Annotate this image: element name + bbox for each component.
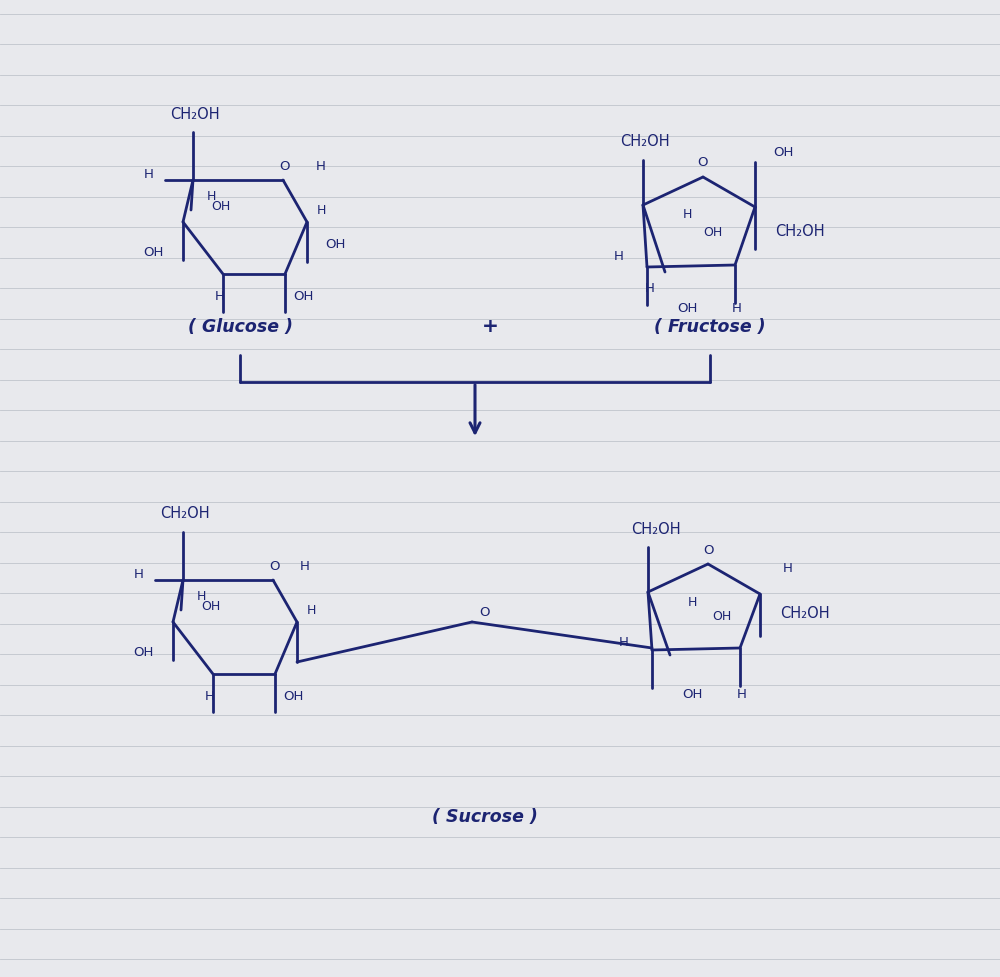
Text: OH: OH xyxy=(682,688,702,701)
Text: ( Glucose ): ( Glucose ) xyxy=(188,318,292,336)
Text: H: H xyxy=(316,159,326,173)
Text: H: H xyxy=(196,590,206,604)
Text: OH: OH xyxy=(703,226,723,238)
Text: H: H xyxy=(144,167,154,181)
Text: OH: OH xyxy=(293,289,313,303)
Text: O: O xyxy=(703,543,713,557)
Text: CH₂OH: CH₂OH xyxy=(620,135,670,149)
Text: OH: OH xyxy=(133,646,153,658)
Text: H: H xyxy=(206,191,216,203)
Text: CH₂OH: CH₂OH xyxy=(160,506,210,522)
Text: H: H xyxy=(134,568,144,580)
Text: H: H xyxy=(619,635,629,649)
Text: CH₂OH: CH₂OH xyxy=(775,225,825,239)
Text: H: H xyxy=(300,560,310,573)
Text: H: H xyxy=(614,250,624,264)
Text: H: H xyxy=(205,690,215,702)
Text: O: O xyxy=(698,156,708,169)
Text: OH: OH xyxy=(201,601,221,614)
Text: H: H xyxy=(687,596,697,609)
Text: H: H xyxy=(732,303,742,316)
Text: H: H xyxy=(783,563,793,575)
Text: H: H xyxy=(645,282,655,295)
Text: OH: OH xyxy=(677,303,697,316)
Text: CH₂OH: CH₂OH xyxy=(780,607,830,621)
Text: H: H xyxy=(682,208,692,222)
Text: OH: OH xyxy=(325,237,345,250)
Text: O: O xyxy=(479,606,489,618)
Text: OH: OH xyxy=(773,146,793,158)
Text: O: O xyxy=(270,560,280,573)
Text: ( Sucrose ): ( Sucrose ) xyxy=(432,808,538,826)
Text: O: O xyxy=(280,159,290,173)
Text: +: + xyxy=(482,318,498,336)
Text: OH: OH xyxy=(211,200,231,214)
Text: OH: OH xyxy=(712,611,732,623)
Text: ( Fructose ): ( Fructose ) xyxy=(654,318,766,336)
Text: H: H xyxy=(306,604,316,616)
Text: CH₂OH: CH₂OH xyxy=(631,522,681,536)
Text: CH₂OH: CH₂OH xyxy=(170,106,220,121)
Text: H: H xyxy=(316,203,326,217)
Text: H: H xyxy=(737,688,747,701)
Text: H: H xyxy=(215,289,225,303)
Text: OH: OH xyxy=(143,245,163,259)
Text: OH: OH xyxy=(283,690,303,702)
